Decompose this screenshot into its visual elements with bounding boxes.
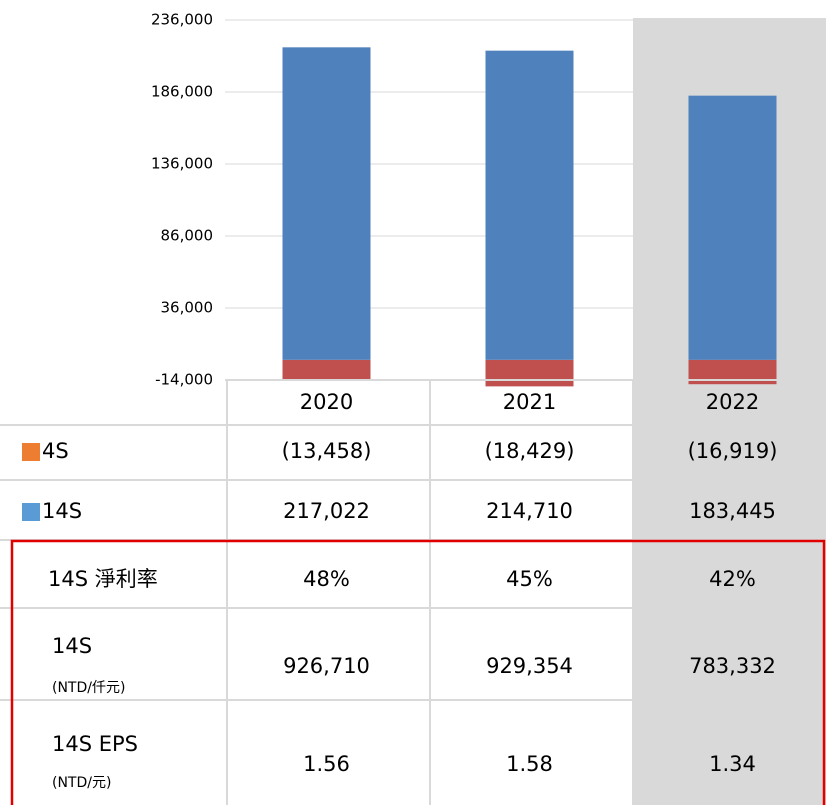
row-unit: (NTD/元) (52, 775, 111, 791)
data-label: 214,710 (486, 499, 573, 523)
table-cell: 1.34 (709, 752, 756, 776)
table-cell: 1.56 (303, 752, 350, 776)
table-cell: 926,710 (283, 654, 370, 678)
data-label: (18,429) (485, 439, 575, 463)
data-label: (16,919) (688, 439, 778, 463)
legend-label: 4S (42, 439, 69, 463)
legend-swatch (22, 443, 40, 461)
y-tick-label: 186,000 (151, 83, 213, 101)
table-cell: 48% (303, 567, 350, 591)
table-cell: 783,332 (689, 654, 776, 678)
table-cell: 1.58 (506, 752, 553, 776)
y-tick-label: 36,000 (161, 299, 214, 317)
table-cell: 45% (506, 567, 553, 591)
bar (485, 359, 574, 387)
bar (282, 47, 371, 360)
highlight-box (10, 539, 826, 805)
bar (282, 359, 371, 380)
legend-swatch (22, 503, 40, 521)
table-cell: 929,354 (486, 654, 573, 678)
y-tick-label: 236,000 (151, 11, 213, 29)
y-tick-label: 136,000 (151, 155, 213, 173)
data-label: (13,458) (282, 439, 372, 463)
x-tick-label: 2022 (706, 390, 759, 414)
row-label: 14S EPS (52, 732, 138, 756)
y-tick-label: 86,000 (161, 227, 214, 245)
row-label: 14S (52, 634, 92, 658)
row-label: 14S 淨利率 (48, 567, 158, 591)
row-unit: (NTD/仟元) (52, 680, 125, 696)
data-label: 217,022 (283, 499, 370, 523)
bar (688, 95, 777, 360)
data-label: 183,445 (689, 499, 776, 523)
y-tick-label: -14,000 (155, 371, 213, 389)
bar (485, 50, 574, 360)
x-tick-label: 2020 (300, 390, 353, 414)
legend-label: 14S (42, 499, 82, 523)
table-cell: 42% (709, 567, 756, 591)
x-tick-label: 2021 (503, 390, 556, 414)
